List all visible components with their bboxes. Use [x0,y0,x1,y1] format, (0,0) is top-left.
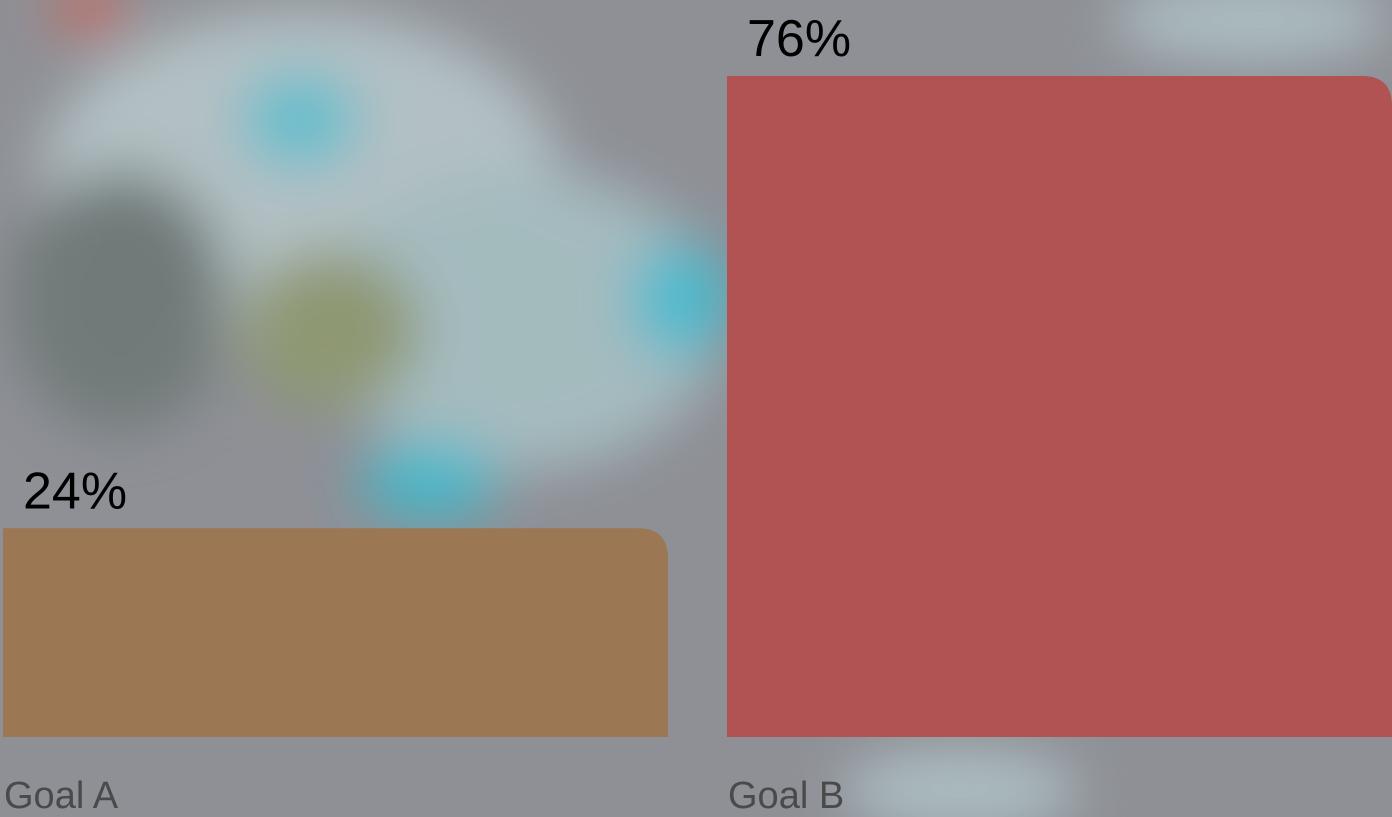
bar [727,76,1392,737]
category-label: Goal B [728,775,844,817]
category-label: Goal A [4,775,119,817]
plot-area: 24% Goal A 76% Goal B [3,10,1392,817]
bar [3,528,668,737]
value-label: 24% [23,462,127,520]
value-label: 76% [747,10,851,68]
